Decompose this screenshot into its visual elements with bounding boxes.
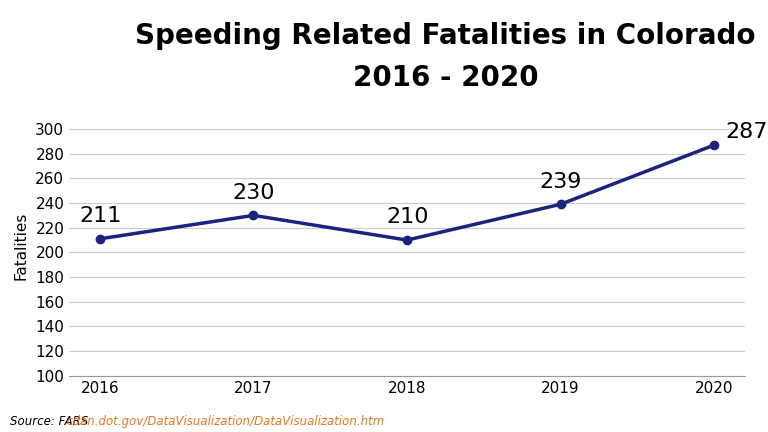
Text: 2016 - 2020: 2016 - 2020 bbox=[353, 64, 538, 92]
Text: Source: FARS: Source: FARS bbox=[10, 415, 92, 428]
Legend: Year: Year bbox=[363, 430, 451, 432]
Text: cdan.dot.gov/DataVisualization/DataVisualization.htm: cdan.dot.gov/DataVisualization/DataVisua… bbox=[66, 415, 384, 428]
Text: 239: 239 bbox=[540, 172, 582, 192]
Text: 287: 287 bbox=[725, 122, 768, 142]
Text: 210: 210 bbox=[386, 207, 429, 227]
Text: 211: 211 bbox=[79, 206, 121, 226]
Text: 230: 230 bbox=[233, 183, 275, 203]
Y-axis label: Fatalities: Fatalities bbox=[13, 212, 28, 280]
Text: Speeding Related Fatalities in Colorado: Speeding Related Fatalities in Colorado bbox=[135, 22, 756, 50]
